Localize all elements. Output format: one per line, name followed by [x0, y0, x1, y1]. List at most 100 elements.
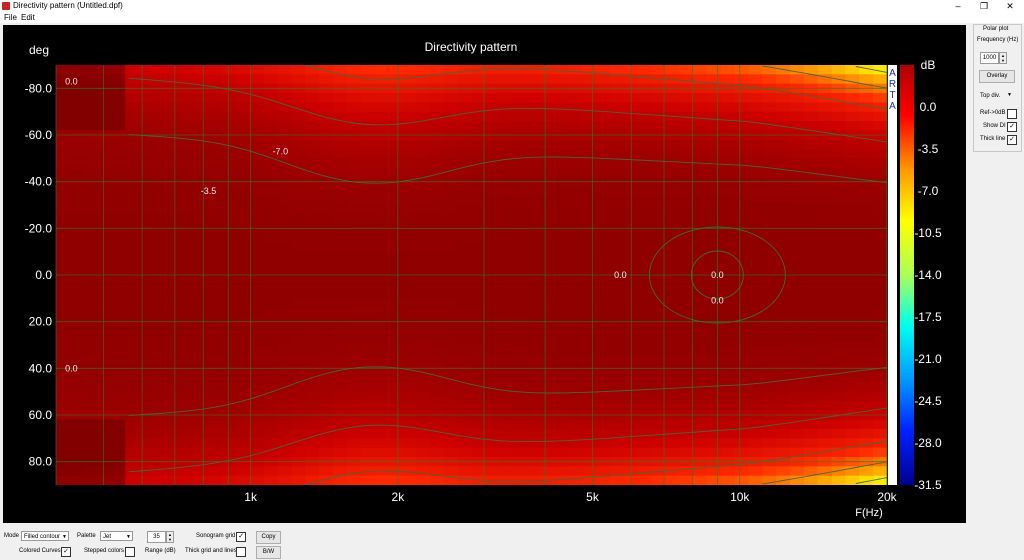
overlay-button[interactable]: Overlay [979, 70, 1015, 83]
heat-cell [305, 102, 320, 113]
heat-cell [679, 251, 694, 262]
heat-cell [125, 289, 140, 299]
heat-cell [554, 158, 570, 169]
heat-cell [180, 382, 196, 393]
heat-cell [180, 345, 196, 355]
heat-cell [249, 335, 265, 346]
heat-cell [263, 401, 279, 411]
maximize-button[interactable]: ❐ [979, 1, 989, 11]
heat-cell [485, 65, 500, 75]
mode-select[interactable]: Filled contour ▼ [21, 531, 69, 541]
palette-select[interactable]: Jet ▼ [100, 531, 133, 541]
heat-cell [610, 251, 625, 262]
heat-cell [152, 65, 168, 75]
menu-edit[interactable]: Edit [21, 13, 35, 22]
heat-cell [111, 354, 126, 365]
heat-cell [762, 307, 777, 318]
heat-cell [831, 307, 847, 318]
heat-cell [693, 447, 708, 458]
x-tick-label: 20k [877, 490, 897, 504]
stepped-colors-checkbox[interactable] [125, 547, 135, 557]
heat-cell [803, 419, 819, 430]
heat-cell [429, 335, 445, 346]
heat-cell [845, 401, 860, 411]
heat-cell [762, 373, 777, 383]
frequency-spinner[interactable]: ▲ ▼ [999, 52, 1007, 64]
heat-cell [665, 447, 680, 458]
heat-cell [277, 214, 293, 225]
heat-cell [374, 93, 389, 103]
heat-cell [56, 335, 71, 346]
top-div-dropdown[interactable]: ▼ [1007, 92, 1012, 98]
menu-file[interactable]: File [4, 13, 17, 22]
heat-cell [513, 345, 528, 355]
heat-cell [706, 205, 722, 215]
heat-cell [166, 167, 182, 178]
heat-cell [457, 111, 473, 122]
colored-curves-checkbox[interactable]: ✓ [61, 547, 71, 557]
heat-cell [208, 326, 223, 337]
heat-cell [873, 158, 887, 169]
bw-button[interactable]: B/W [256, 546, 281, 559]
heat-cell [443, 251, 459, 262]
show-di-checkbox[interactable]: ✓ [1007, 122, 1017, 132]
heat-cell [651, 93, 666, 103]
heat-cell [263, 447, 279, 458]
heat-cell [346, 438, 362, 449]
heat-cell [346, 74, 362, 85]
heat-cell [346, 429, 362, 439]
heat-cell [69, 214, 85, 225]
heat-cell [665, 419, 680, 430]
heat-cell [443, 345, 459, 355]
heat-cell [374, 167, 389, 178]
heat-cell [416, 419, 431, 430]
heat-cell [762, 242, 777, 253]
heat-cell [859, 391, 874, 402]
thick-line-checkbox[interactable]: ✓ [1007, 135, 1017, 145]
heat-cell [637, 307, 653, 318]
heat-cell [429, 429, 445, 439]
heat-cell [374, 186, 389, 197]
heat-cell [443, 242, 459, 253]
heat-cell [166, 447, 182, 458]
heat-cell [222, 233, 237, 243]
heat-cell [471, 391, 486, 402]
heat-cell [845, 149, 860, 159]
heat-cell [706, 65, 722, 75]
ref-0db-checkbox[interactable] [1007, 109, 1017, 119]
copy-button[interactable]: Copy [256, 531, 281, 544]
heat-cell [346, 401, 362, 411]
directivity-plot[interactable]: Directivity pattern deg F(Hz) -80.0 -60.0… [3, 25, 966, 523]
heat-cell [69, 298, 85, 309]
heat-cell [319, 391, 334, 402]
heat-cell [637, 242, 653, 253]
heat-cell [236, 354, 251, 365]
heat-cell [637, 354, 653, 365]
thick-grid-checkbox[interactable] [236, 547, 246, 557]
heat-cell [665, 307, 680, 318]
heat-cell [208, 121, 223, 131]
heat-cell [69, 261, 85, 271]
heat-cell [457, 373, 473, 383]
heat-cell [83, 261, 99, 271]
minimize-button[interactable]: – [955, 1, 961, 11]
heat-cell [859, 382, 874, 393]
heat-cell [776, 307, 791, 318]
heat-cell [679, 261, 694, 271]
range-spinner[interactable]: ▲ ▼ [166, 531, 174, 543]
heat-cell [748, 65, 763, 75]
heat-cell [457, 298, 473, 309]
close-button[interactable]: ✕ [1006, 1, 1014, 11]
heat-cell [693, 74, 708, 85]
heat-cell [180, 139, 196, 150]
heat-cell [845, 74, 860, 85]
heat-cell [208, 345, 223, 355]
ref-0db-label: Ref->0dB [980, 110, 1006, 116]
heat-cell [111, 279, 126, 290]
sonogram-grid-checkbox[interactable]: ✓ [236, 532, 246, 542]
heat-cell [56, 391, 71, 402]
frequency-input[interactable]: 1000 [980, 52, 999, 64]
heat-cell [457, 93, 473, 103]
range-input[interactable]: 35 [147, 531, 166, 543]
heat-cell [443, 102, 459, 113]
